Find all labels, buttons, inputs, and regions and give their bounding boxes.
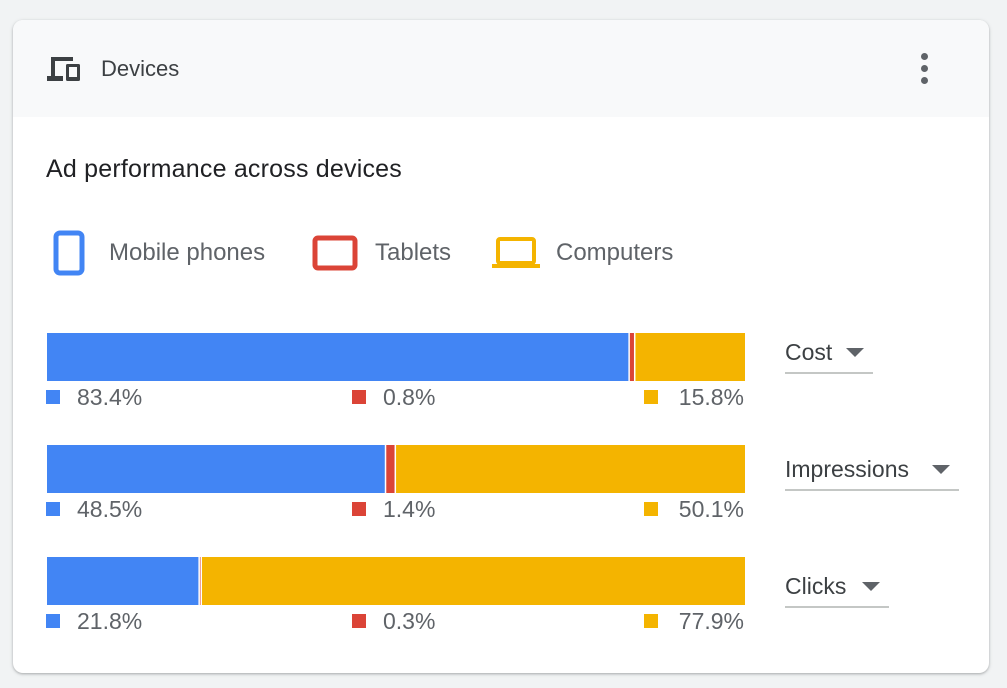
tablet-icon — [312, 235, 358, 271]
smartphone-icon — [53, 230, 85, 276]
bar-separator — [633, 333, 636, 381]
bar-segment-cost-1 — [629, 333, 635, 381]
value-label-cost-1: 0.8% — [383, 384, 435, 410]
dropdown-arrow-icon — [932, 465, 950, 474]
value-legend-square — [644, 502, 658, 516]
legend-item-mobile: Mobile phones — [53, 230, 283, 276]
value-label-clicks-1: 0.3% — [383, 608, 435, 634]
value-label-impressions-2: 50.1% — [679, 496, 744, 522]
dropdown-arrow-icon — [862, 582, 880, 591]
value-legend-square — [46, 614, 60, 628]
bar-separator — [628, 333, 630, 381]
value-label-clicks-2: 77.9% — [679, 608, 744, 634]
legend-label-tablet: Tablets — [375, 239, 452, 266]
bar-separator — [394, 445, 397, 493]
legend-label-mobile: Mobile phones — [109, 239, 266, 266]
value-legend-square — [352, 502, 366, 516]
bar-segment-impressions-0 — [47, 445, 386, 493]
value-label-impressions-0: 48.5% — [77, 496, 142, 522]
metric-dropdown-impressions[interactable]: Impressions — [785, 451, 959, 491]
legend-label-computer: Computers — [556, 239, 674, 266]
bar-segment-cost-2 — [634, 333, 745, 381]
value-legend-square — [644, 390, 658, 404]
laptop-icon — [492, 237, 540, 268]
bar-segment-impressions-2 — [395, 445, 745, 493]
bar-segment-clicks-1 — [199, 557, 202, 605]
devices-icon — [47, 57, 80, 81]
bar-segment-clicks-0 — [47, 557, 200, 605]
value-legend-square — [46, 390, 60, 404]
legend-item-tablet: Tablets — [312, 230, 482, 276]
bar-separator — [198, 557, 200, 605]
bar-segment-cost-0 — [47, 333, 630, 381]
metric-dropdown-cost[interactable]: Cost — [785, 334, 873, 374]
devices-card: Devices Ad performance across devices Mo… — [13, 20, 989, 673]
value-legend-square — [352, 614, 366, 628]
metric-dropdown-label: Clicks — [785, 573, 847, 599]
chart-title: Ad performance across devices — [46, 155, 402, 183]
bar-segment-impressions-1 — [385, 445, 396, 493]
value-label-cost-2: 15.8% — [679, 384, 744, 410]
card-title: Devices — [101, 56, 180, 81]
value-legend-square — [352, 390, 366, 404]
value-legend-square — [46, 502, 60, 516]
value-label-cost-0: 83.4% — [77, 384, 142, 410]
dropdown-arrow-icon — [846, 348, 864, 357]
metric-dropdown-clicks[interactable]: Clicks — [785, 568, 889, 608]
more-options-button[interactable] — [909, 48, 941, 88]
legend-item-computer: Computers — [491, 230, 721, 276]
bar-segment-clicks-2 — [201, 557, 745, 605]
bar-separator — [200, 557, 203, 605]
value-label-clicks-0: 21.8% — [77, 608, 142, 634]
more-vert-icon-dot — [921, 77, 928, 84]
value-legend-square — [644, 614, 658, 628]
value-label-impressions-1: 1.4% — [383, 496, 435, 522]
more-vert-icon-dot — [921, 65, 928, 72]
metric-dropdown-label: Impressions — [785, 456, 909, 482]
card-header: Devices — [13, 20, 989, 117]
stacked-bar-chart: 83.4% 0.8% 15.8% 48.5% 1.4% 50.1% 21.8% 0.3% 77.… — [46, 333, 745, 634]
bar-separator — [384, 445, 387, 493]
metric-dropdown-label: Cost — [785, 339, 833, 365]
more-vert-icon — [921, 53, 928, 60]
